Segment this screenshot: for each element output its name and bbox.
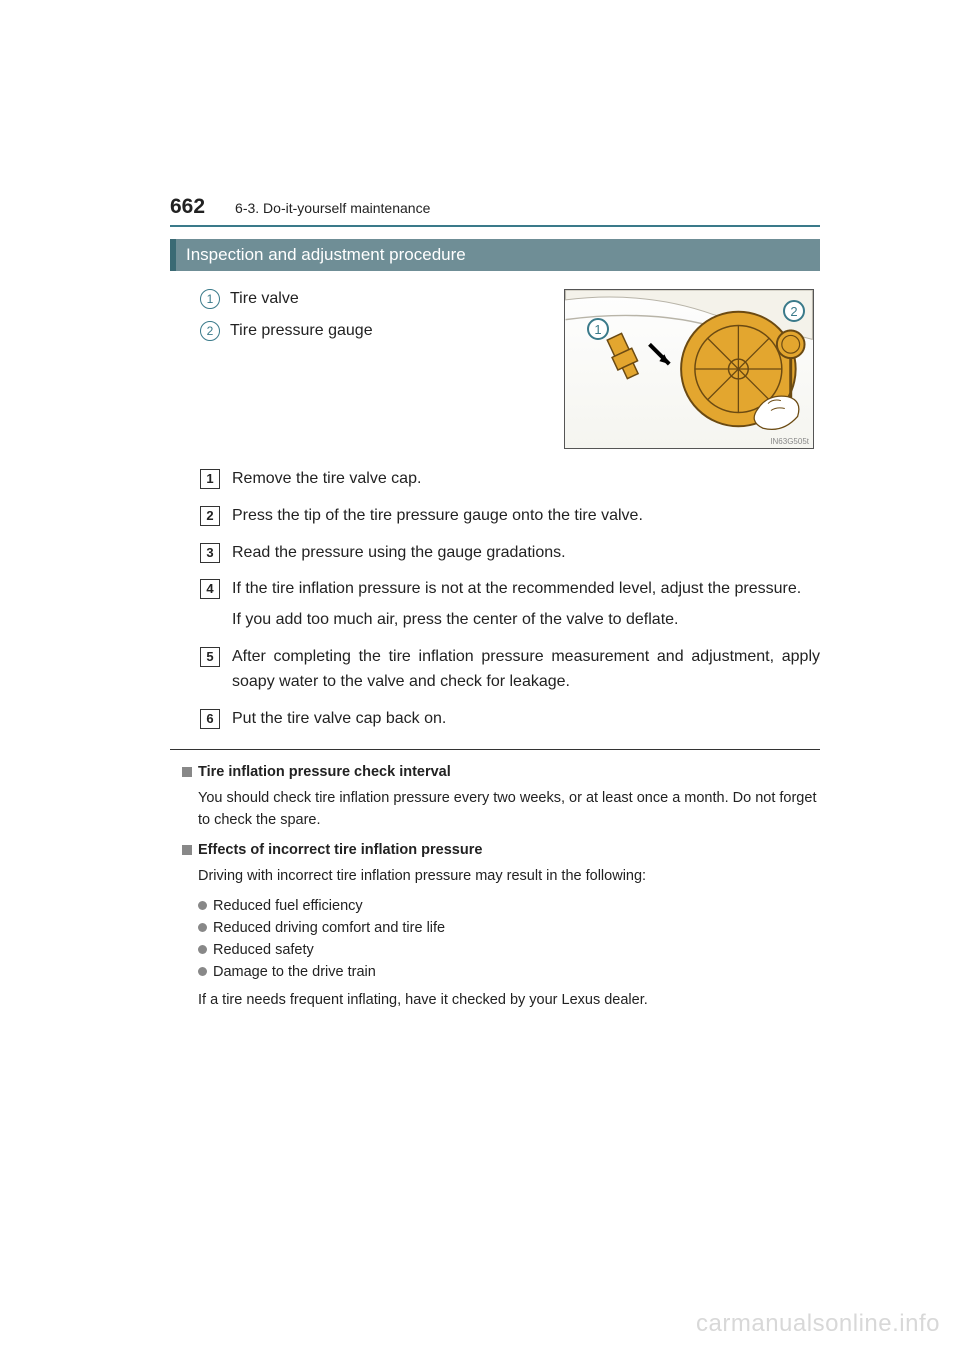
divider <box>170 749 820 750</box>
dot-icon <box>198 901 207 910</box>
step-text: Put the tire valve cap back on. <box>232 707 820 732</box>
section-title: Inspection and adjustment procedure <box>170 239 820 271</box>
note-tail: If a tire needs frequent inflating, have… <box>198 990 820 1012</box>
bullet-item: Reduced safety <box>198 942 820 958</box>
circled-number-icon: 2 <box>200 321 220 341</box>
note-body: You should check tire inflation pressure… <box>198 788 820 832</box>
label-item: 1 Tire valve <box>200 289 564 309</box>
step-number-icon: 6 <box>200 709 220 729</box>
bullet-item: Damage to the drive train <box>198 964 820 980</box>
note-heading-text: Tire inflation pressure check interval <box>198 764 451 780</box>
manual-page: 662 6-3. Do-it-yourself maintenance Insp… <box>0 0 960 1011</box>
step-number-icon: 5 <box>200 647 220 667</box>
step: 3 Read the pressure using the gauge grad… <box>200 541 820 566</box>
step: 6 Put the tire valve cap back on. <box>200 707 820 732</box>
step-text: Remove the tire valve cap. <box>232 467 820 492</box>
bullet-item: Reduced fuel efficiency <box>198 898 820 914</box>
circled-number-icon: 1 <box>200 289 220 309</box>
step: 4 If the tire inflation pressure is not … <box>200 577 820 633</box>
step: 1 Remove the tire valve cap. <box>200 467 820 492</box>
watermark: carmanualsonline.info <box>696 1310 940 1338</box>
dot-icon <box>198 923 207 932</box>
callout-2: 2 <box>783 300 805 322</box>
page-header: 662 6-3. Do-it-yourself maintenance <box>170 195 820 227</box>
note-heading: Tire inflation pressure check interval <box>182 764 820 780</box>
step-text: After completing the tire inflation pres… <box>232 645 820 695</box>
step-number-icon: 3 <box>200 543 220 563</box>
step-number-icon: 1 <box>200 469 220 489</box>
callout-1: 1 <box>587 318 609 340</box>
note-heading: Effects of incorrect tire inflation pres… <box>182 842 820 858</box>
labels-and-illustration: 1 Tire valve 2 Tire pressure gauge <box>200 289 820 449</box>
step-number-icon: 4 <box>200 579 220 599</box>
square-bullet-icon <box>182 767 192 777</box>
illustration-code: IN63G505t <box>770 437 809 446</box>
label-column: 1 Tire valve 2 Tire pressure gauge <box>200 289 564 353</box>
step-text: Press the tip of the tire pressure gauge… <box>232 504 820 529</box>
step: 2 Press the tip of the tire pressure gau… <box>200 504 820 529</box>
page-number: 662 <box>170 195 205 219</box>
label-text: Tire pressure gauge <box>230 322 373 340</box>
step-text: Read the pressure using the gauge gradat… <box>232 541 820 566</box>
label-text: Tire valve <box>230 290 299 308</box>
steps-list: 1 Remove the tire valve cap. 2 Press the… <box>200 467 820 731</box>
label-item: 2 Tire pressure gauge <box>200 321 564 341</box>
step-number-icon: 2 <box>200 506 220 526</box>
step: 5 After completing the tire inflation pr… <box>200 645 820 695</box>
bullet-item: Reduced driving comfort and tire life <box>198 920 820 936</box>
step-subtext: If you add too much air, press the cente… <box>232 608 820 633</box>
dot-icon <box>198 967 207 976</box>
dot-icon <box>198 945 207 954</box>
tire-illustration: 1 2 IN63G505t <box>564 289 814 449</box>
bullet-list: Reduced fuel efficiency Reduced driving … <box>198 898 820 980</box>
note-heading-text: Effects of incorrect tire inflation pres… <box>198 842 482 858</box>
square-bullet-icon <box>182 845 192 855</box>
step-text: If the tire inflation pressure is not at… <box>232 577 820 633</box>
note-body: Driving with incorrect tire inflation pr… <box>198 866 820 888</box>
section-path: 6-3. Do-it-yourself maintenance <box>235 200 430 216</box>
